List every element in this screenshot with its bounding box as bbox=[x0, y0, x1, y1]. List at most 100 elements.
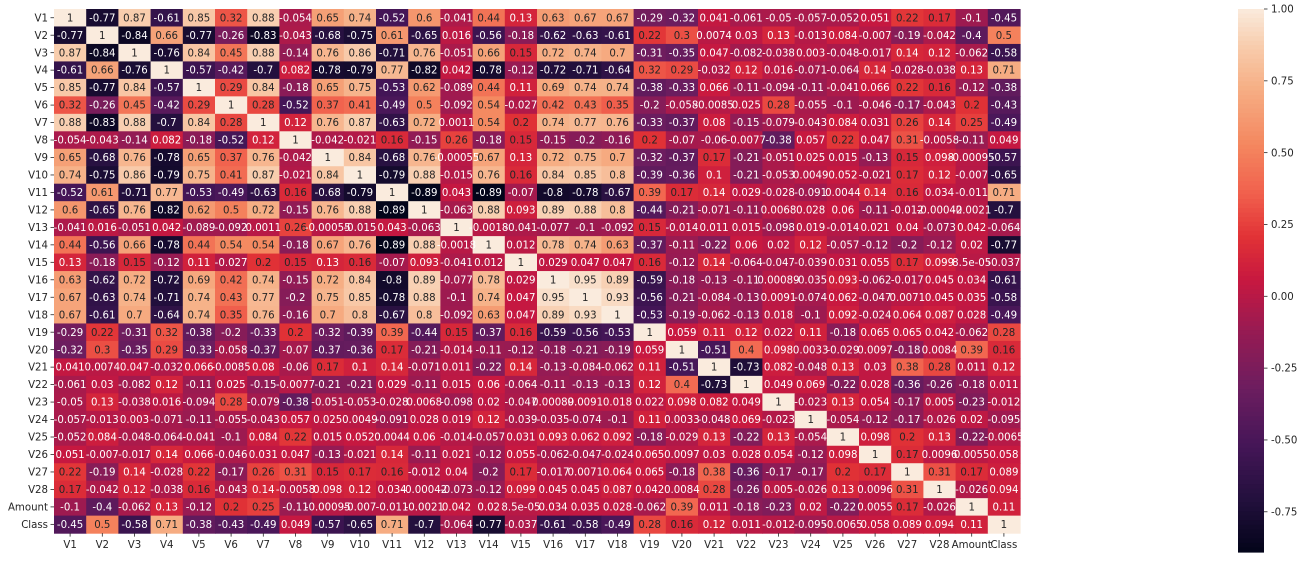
cell-value: 0.16 bbox=[993, 345, 1016, 356]
heatmap-cell bbox=[118, 201, 152, 220]
heatmap-cell bbox=[376, 26, 409, 45]
cell-value: -0.11 bbox=[733, 83, 759, 94]
heatmap-cell bbox=[633, 113, 667, 132]
x-tick-label: V19 bbox=[640, 540, 660, 551]
y-tick-label: Amount bbox=[8, 502, 48, 513]
heatmap-cell bbox=[408, 166, 441, 185]
cell-value: -0.61 bbox=[89, 310, 115, 321]
cell-value: -0.092 bbox=[440, 101, 473, 112]
heatmap-cell bbox=[762, 271, 796, 290]
cell-value: 0.0071 bbox=[567, 468, 603, 479]
heatmap-cell bbox=[601, 393, 635, 412]
heatmap-cell bbox=[891, 43, 924, 63]
colorbar-segment bbox=[1238, 479, 1264, 485]
heatmap-cell bbox=[537, 78, 570, 97]
cell-value: -0.043 bbox=[215, 485, 248, 496]
cell-value: 0.045 bbox=[539, 485, 568, 496]
heatmap-cell bbox=[440, 410, 474, 429]
cell-value: -0.14 bbox=[121, 136, 147, 147]
colorbar-segment bbox=[1238, 502, 1264, 508]
heatmap-cell bbox=[472, 218, 506, 237]
cell-value: 0.72 bbox=[542, 48, 565, 59]
cell-value: 0.32 bbox=[155, 328, 178, 339]
heatmap-cell bbox=[537, 393, 570, 412]
heatmap-cell bbox=[762, 148, 796, 167]
heatmap-cell bbox=[826, 288, 860, 307]
cell-value: 0.043 bbox=[378, 223, 407, 234]
colorbar-segment bbox=[1238, 271, 1264, 277]
heatmap-cell bbox=[311, 340, 345, 359]
cell-value: 1 bbox=[614, 310, 620, 321]
cell-value: 0.28 bbox=[220, 398, 243, 409]
cell-value: -0.032 bbox=[150, 363, 183, 374]
cell-value: 0.13 bbox=[832, 398, 855, 409]
heatmap-cell bbox=[730, 96, 763, 115]
cell-value: -0.26 bbox=[733, 485, 759, 496]
heatmap-cell bbox=[54, 288, 87, 307]
heatmap-cell bbox=[826, 375, 860, 394]
cell-value: 0.082 bbox=[700, 398, 729, 409]
heatmap-cell bbox=[376, 201, 409, 220]
heatmap-cell bbox=[182, 148, 216, 167]
heatmap-cell bbox=[987, 218, 1021, 237]
heatmap-cell bbox=[247, 9, 280, 28]
colorbar-segment bbox=[1238, 144, 1264, 150]
cell-value: -0.18 bbox=[282, 240, 308, 251]
heatmap-cell bbox=[279, 43, 313, 63]
heatmap-cell bbox=[150, 340, 184, 359]
heatmap-cell bbox=[472, 375, 506, 394]
heatmap-cell bbox=[150, 26, 184, 45]
cell-value: 0.29 bbox=[220, 83, 243, 94]
colorbar-segment bbox=[1238, 348, 1264, 354]
cell-value: 0.015 bbox=[313, 433, 342, 444]
cell-value: -0.027 bbox=[215, 258, 248, 269]
cell-value: 0.02 bbox=[477, 398, 500, 409]
heatmap-cell bbox=[537, 271, 570, 290]
cell-value: 1 bbox=[840, 433, 846, 444]
cell-value: -0.38 bbox=[186, 328, 212, 339]
cell-value: 0.0068 bbox=[761, 206, 797, 217]
cell-value: -0.06 bbox=[282, 363, 308, 374]
cell-value: -0.4 bbox=[92, 502, 112, 513]
heatmap-cell bbox=[86, 323, 119, 342]
cell-value: 0.22 bbox=[896, 83, 919, 94]
x-tick-label: V24 bbox=[801, 540, 821, 551]
heatmap-cell bbox=[537, 43, 570, 63]
heatmap-cell bbox=[826, 253, 860, 272]
cell-value: 0.028 bbox=[861, 380, 890, 391]
heatmap-cell bbox=[537, 113, 570, 132]
cell-value: 0.042 bbox=[925, 328, 954, 339]
cell-value: -0.79 bbox=[154, 171, 180, 182]
heatmap-cell bbox=[601, 183, 635, 202]
cell-value: -0.047 bbox=[569, 450, 602, 461]
heatmap-cell bbox=[859, 43, 892, 63]
cell-value: -0.11 bbox=[540, 380, 566, 391]
cell-value: 0.12 bbox=[638, 380, 661, 391]
cell-value: -0.064 bbox=[987, 223, 1020, 234]
cell-value: 0.67 bbox=[477, 153, 500, 164]
heatmap-cell bbox=[955, 323, 989, 342]
heatmap-cell bbox=[54, 358, 87, 377]
heatmap-cell bbox=[955, 9, 989, 28]
heatmap-cell bbox=[279, 61, 313, 80]
heatmap-cell bbox=[891, 340, 924, 359]
cell-value: 0.28 bbox=[638, 520, 661, 531]
cell-value: 0.74 bbox=[123, 293, 146, 304]
cell-value: -0.12 bbox=[476, 485, 502, 496]
heatmap-cell bbox=[215, 218, 248, 237]
cell-value: -0.12 bbox=[959, 83, 985, 94]
cell-value: -0.048 bbox=[794, 363, 827, 374]
heatmap-cell bbox=[472, 78, 506, 97]
cell-value: 0.14 bbox=[123, 468, 146, 479]
colorbar-segment bbox=[1238, 456, 1264, 463]
cell-value: -0.13 bbox=[862, 153, 888, 164]
y-tick-label: V22 bbox=[28, 380, 48, 391]
cell-value: -0.07 bbox=[282, 345, 308, 356]
heatmap-cell bbox=[730, 9, 763, 28]
heatmap-cell bbox=[987, 61, 1021, 80]
cell-value: 0.066 bbox=[184, 450, 213, 461]
cell-value: -0.83 bbox=[250, 31, 276, 42]
cell-value: 0.047 bbox=[506, 293, 535, 304]
colorbar-segment bbox=[1238, 94, 1264, 101]
heatmap-cell bbox=[440, 323, 474, 342]
